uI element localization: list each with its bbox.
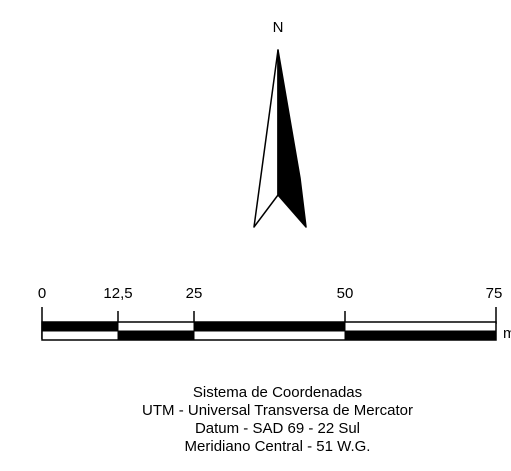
- caption-line-3: Datum - SAD 69 - 22 Sul: [194, 420, 361, 437]
- scale-label-25: 25: [185, 285, 203, 302]
- caption-line-2: UTM - Universal Transversa de Mercator: [142, 402, 413, 419]
- caption-line-4: Meridiano Central - 51 W.G.: [184, 438, 371, 455]
- scale-segment-bottom-4: [345, 331, 496, 340]
- scale-segment-bottom-3: [193, 330, 346, 341]
- scale-bar-outline: [41, 321, 497, 341]
- scale-segment-top-1: [42, 322, 118, 331]
- scale-unit-label: m: [503, 325, 511, 342]
- scale-segment-top-2: [117, 321, 195, 332]
- coordinate-system-caption: Sistema de Coordenadas UTM - Universal T…: [0, 384, 511, 456]
- north-arrow-right-half: [277, 49, 307, 228]
- scale-segment-bottom-1: [41, 330, 119, 341]
- scale-label-0: 0: [37, 285, 47, 302]
- scale-segment-top-3: [194, 322, 345, 331]
- scale-label-50: 50: [336, 285, 354, 302]
- scale-segment-top-4: [344, 321, 497, 332]
- scale-segment-bottom-2: [118, 331, 194, 340]
- caption-line-1: Sistema de Coordenadas: [192, 384, 363, 401]
- scale-label-12-5: 12,5: [103, 285, 133, 302]
- scale-label-75: 75: [485, 285, 503, 302]
- north-label: N: [272, 19, 284, 36]
